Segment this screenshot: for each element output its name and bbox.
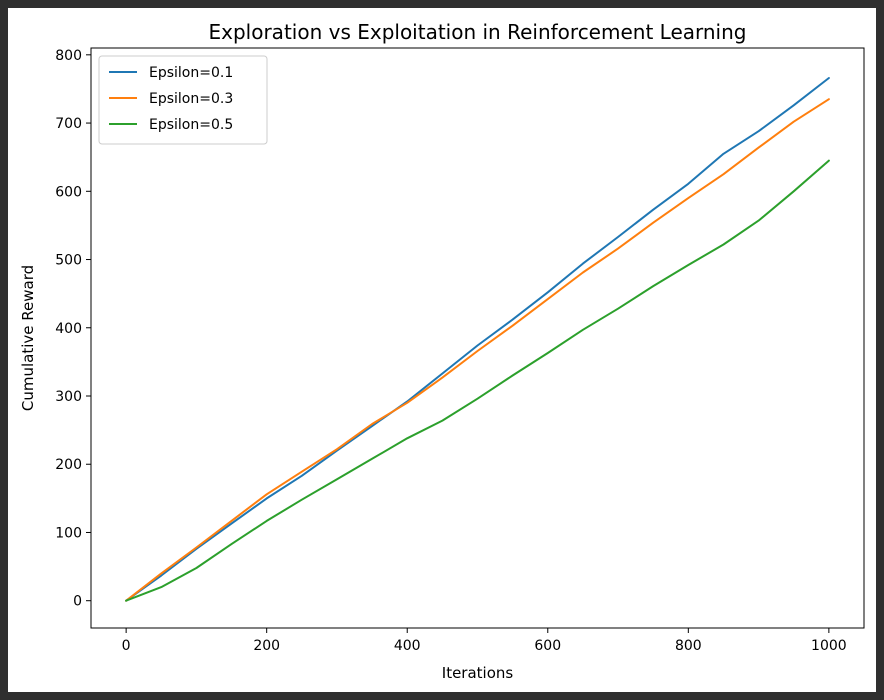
y-tick-label: 400 bbox=[55, 321, 82, 337]
plot-frame bbox=[90, 47, 865, 629]
legend: Epsilon=0.1 Epsilon=0.3 Epsilon=0.5 bbox=[98, 55, 268, 145]
legend-box bbox=[98, 55, 268, 145]
x-axis-label: Iterations bbox=[442, 664, 514, 682]
x-tick-label: 1000 bbox=[811, 638, 847, 654]
y-tick-label: 0 bbox=[73, 594, 82, 610]
legend-label-3: Epsilon=0.5 bbox=[149, 117, 233, 133]
chart-figure: Exploration vs Exploitation in Reinforce… bbox=[8, 8, 876, 692]
x-tick-label: 400 bbox=[394, 638, 421, 654]
y-tick-label: 500 bbox=[55, 253, 82, 269]
x-tick-label: 0 bbox=[122, 638, 131, 654]
x-tick-label: 600 bbox=[534, 638, 561, 654]
line-chart: Exploration vs Exploitation in Reinforce… bbox=[19, 20, 865, 682]
series-line-1 bbox=[125, 77, 830, 602]
y-axis-label: Cumulative Reward bbox=[19, 265, 37, 411]
x-tick-label: 800 bbox=[675, 638, 702, 654]
y-tick-label: 700 bbox=[55, 116, 82, 132]
legend-label-2: Epsilon=0.3 bbox=[149, 91, 233, 107]
x-tick-label: 200 bbox=[253, 638, 280, 654]
series-line-3 bbox=[125, 159, 830, 602]
chart-title: Exploration vs Exploitation in Reinforce… bbox=[209, 20, 747, 44]
y-tick-label: 300 bbox=[55, 389, 82, 405]
y-tick-label: 200 bbox=[55, 457, 82, 473]
legend-label-1: Epsilon=0.1 bbox=[149, 65, 233, 81]
y-tick-label: 100 bbox=[55, 525, 82, 541]
y-tick-label: 600 bbox=[55, 184, 82, 200]
series-line-2 bbox=[125, 98, 830, 602]
plot-area: 0 200 400 600 800 1000 0 100 200 300 400 500 600 700 8… bbox=[55, 47, 865, 654]
y-tick-label: 800 bbox=[55, 48, 82, 64]
